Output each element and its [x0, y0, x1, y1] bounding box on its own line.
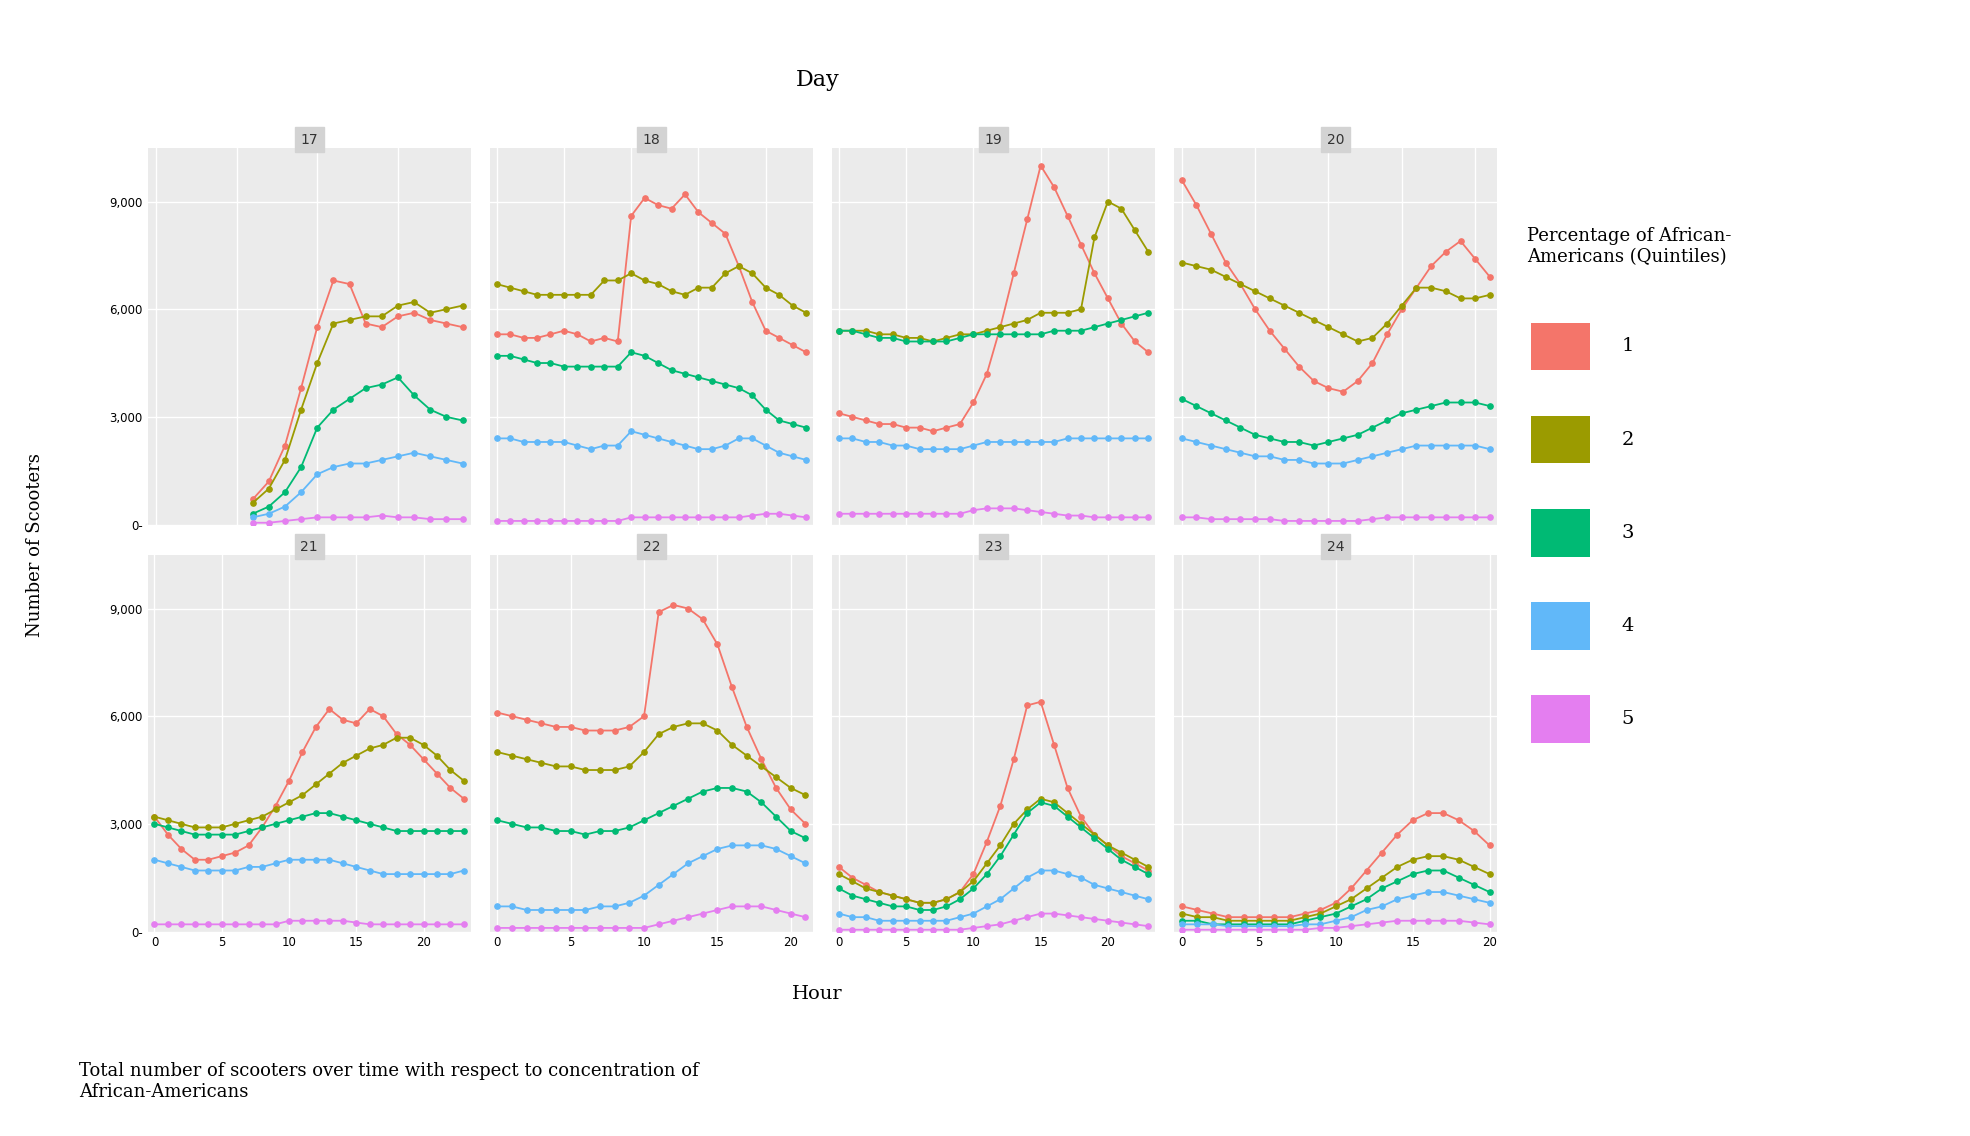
Text: Hour: Hour [792, 985, 843, 1003]
Text: Percentage of African-
Americans (Quintiles): Percentage of African- Americans (Quinti… [1527, 227, 1732, 266]
Title: 19: 19 [985, 133, 1003, 147]
Title: 20: 20 [1328, 133, 1346, 147]
Title: 22: 22 [642, 540, 660, 553]
Text: Day: Day [796, 68, 839, 91]
Title: 18: 18 [642, 133, 660, 147]
Title: 21: 21 [299, 540, 317, 553]
Text: 5: 5 [1621, 710, 1633, 728]
Text: 3: 3 [1621, 524, 1633, 542]
Text: 4: 4 [1621, 617, 1633, 635]
Text: 2: 2 [1621, 431, 1633, 449]
Title: 24: 24 [1328, 540, 1346, 553]
Text: Number of Scooters: Number of Scooters [26, 453, 45, 637]
Text: 1: 1 [1621, 337, 1633, 356]
Text: Total number of scooters over time with respect to concentration of
African-Amer: Total number of scooters over time with … [79, 1062, 699, 1101]
Title: 17: 17 [299, 133, 317, 147]
Title: 23: 23 [985, 540, 1003, 553]
